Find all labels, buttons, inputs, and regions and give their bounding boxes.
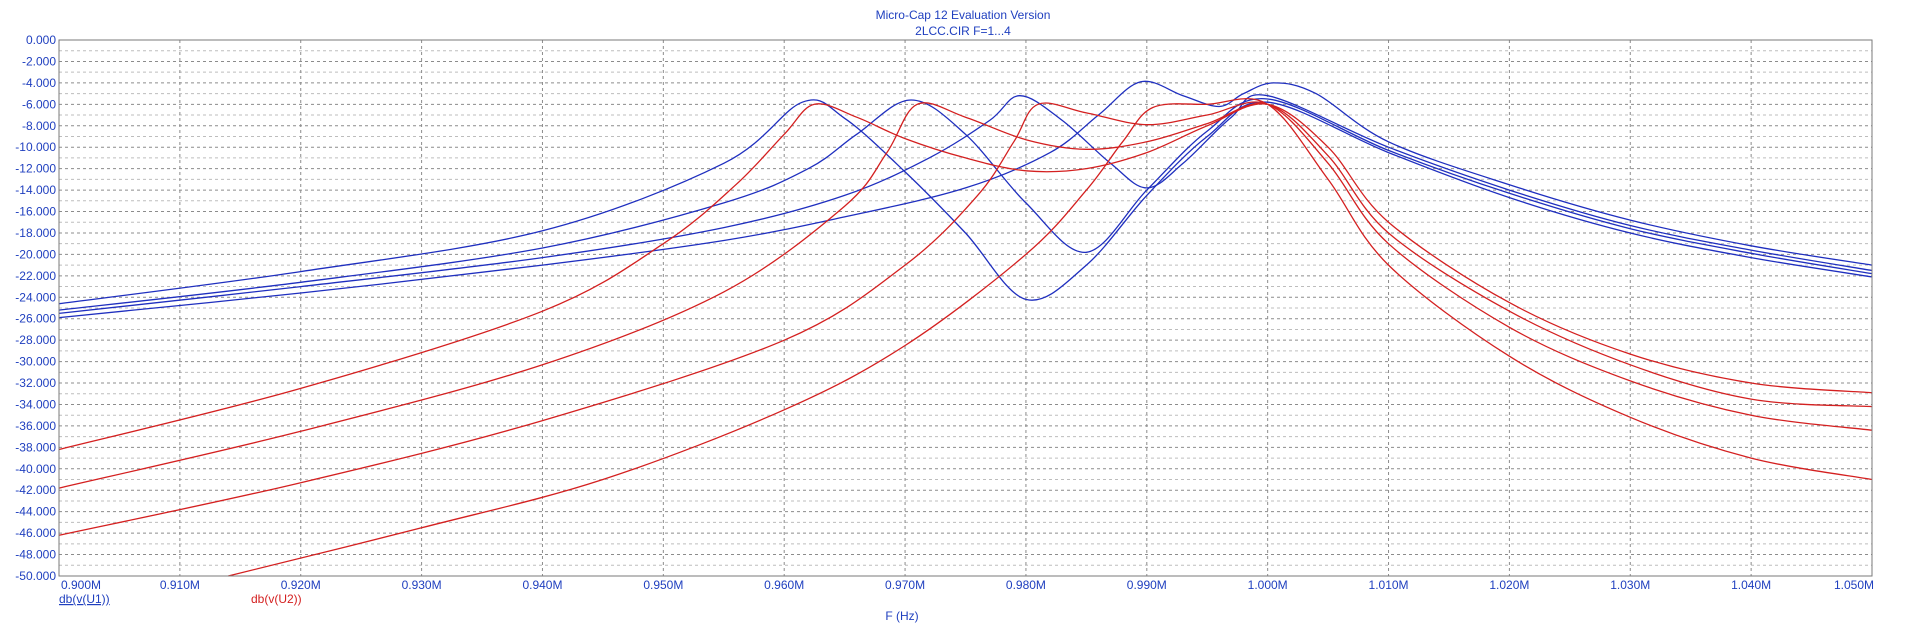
x-tick-label: 0.930M (402, 578, 442, 592)
y-tick-label: -14.000 (15, 183, 56, 197)
x-tick-label: 0.970M (885, 578, 925, 592)
y-tick-label: 0.000 (26, 33, 56, 47)
y-tick-label: -6.000 (22, 97, 56, 111)
series-line-u1-2 (58, 98, 1873, 311)
x-tick-label: 0.920M (281, 578, 321, 592)
x-tick-label: 1.010M (1369, 578, 1409, 592)
y-tick-label: -8.000 (22, 119, 56, 133)
chart-subtitle: 2LCC.CIR F=1...4 (915, 24, 1011, 38)
y-tick-label: -42.000 (15, 483, 56, 497)
series-line-u2-1 (58, 103, 1873, 451)
x-axis-label: F (Hz) (885, 609, 918, 623)
x-tick-label: 1.030M (1610, 578, 1650, 592)
x-tick-label: 0.960M (764, 578, 804, 592)
y-tick-label: -10.000 (15, 140, 56, 154)
series-line-u1-3 (58, 94, 1873, 315)
x-tick-label: 1.020M (1489, 578, 1529, 592)
series-line-u2-3 (58, 101, 1873, 536)
x-tick-label: 0.990M (1127, 578, 1167, 592)
x-tick-label: 0.950M (643, 578, 683, 592)
y-tick-label: -32.000 (15, 376, 56, 390)
x-tick-label: 1.000M (1248, 578, 1288, 592)
series-line-u2-4 (228, 97, 1873, 577)
y-tick-label: -12.000 (15, 162, 56, 176)
y-tick-label: -36.000 (15, 419, 56, 433)
y-tick-label: -44.000 (15, 505, 56, 519)
x-tick-label: 0.980M (1006, 578, 1046, 592)
y-tick-label: -30.000 (15, 355, 56, 369)
y-tick-label: -4.000 (22, 76, 56, 90)
y-tick-label: -46.000 (15, 526, 56, 540)
series-line-u1-1 (58, 99, 1873, 305)
x-tick-label: 0.940M (522, 578, 562, 592)
legend-db-v-u1[interactable]: db(v(U1)) (59, 592, 110, 606)
y-tick-label: -24.000 (15, 290, 56, 304)
y-tick-label: -20.000 (15, 247, 56, 261)
y-tick-labels: 0.000 -2.000 -4.000 -6.000 -8.000 -10.000 -12.… (15, 33, 56, 583)
y-tick-label: -38.000 (15, 440, 56, 454)
y-tick-label: -26.000 (15, 312, 56, 326)
y-tick-label: -28.000 (15, 333, 56, 347)
series-line-u1-4 (58, 80, 1873, 319)
legend-db-v-u2[interactable]: db(v(U2)) (251, 592, 302, 606)
y-tick-label: -16.000 (15, 205, 56, 219)
y-tick-label: -34.000 (15, 397, 56, 411)
x-tick-label: 0.910M (160, 578, 200, 592)
y-tick-label: -50.000 (15, 569, 56, 583)
y-tick-label: -18.000 (15, 226, 56, 240)
x-tick-label: 0.900M (61, 578, 101, 592)
y-tick-label: -2.000 (22, 54, 56, 68)
plot-frame (58, 39, 1873, 577)
x-tick-label: 1.040M (1731, 578, 1771, 592)
grid (58, 39, 1873, 577)
chart-title: Micro-Cap 12 Evaluation Version (876, 8, 1051, 22)
series-layer (58, 80, 1873, 577)
x-tick-label: 1.050M (1834, 578, 1874, 592)
series-line-u2-2 (58, 102, 1873, 489)
y-tick-label: -40.000 (15, 462, 56, 476)
y-tick-label: -48.000 (15, 548, 56, 562)
y-tick-label: -22.000 (15, 269, 56, 283)
x-tick-labels: 0.900M 0.910M 0.920M 0.930M 0.940M 0.950M 0.96… (61, 578, 1874, 592)
